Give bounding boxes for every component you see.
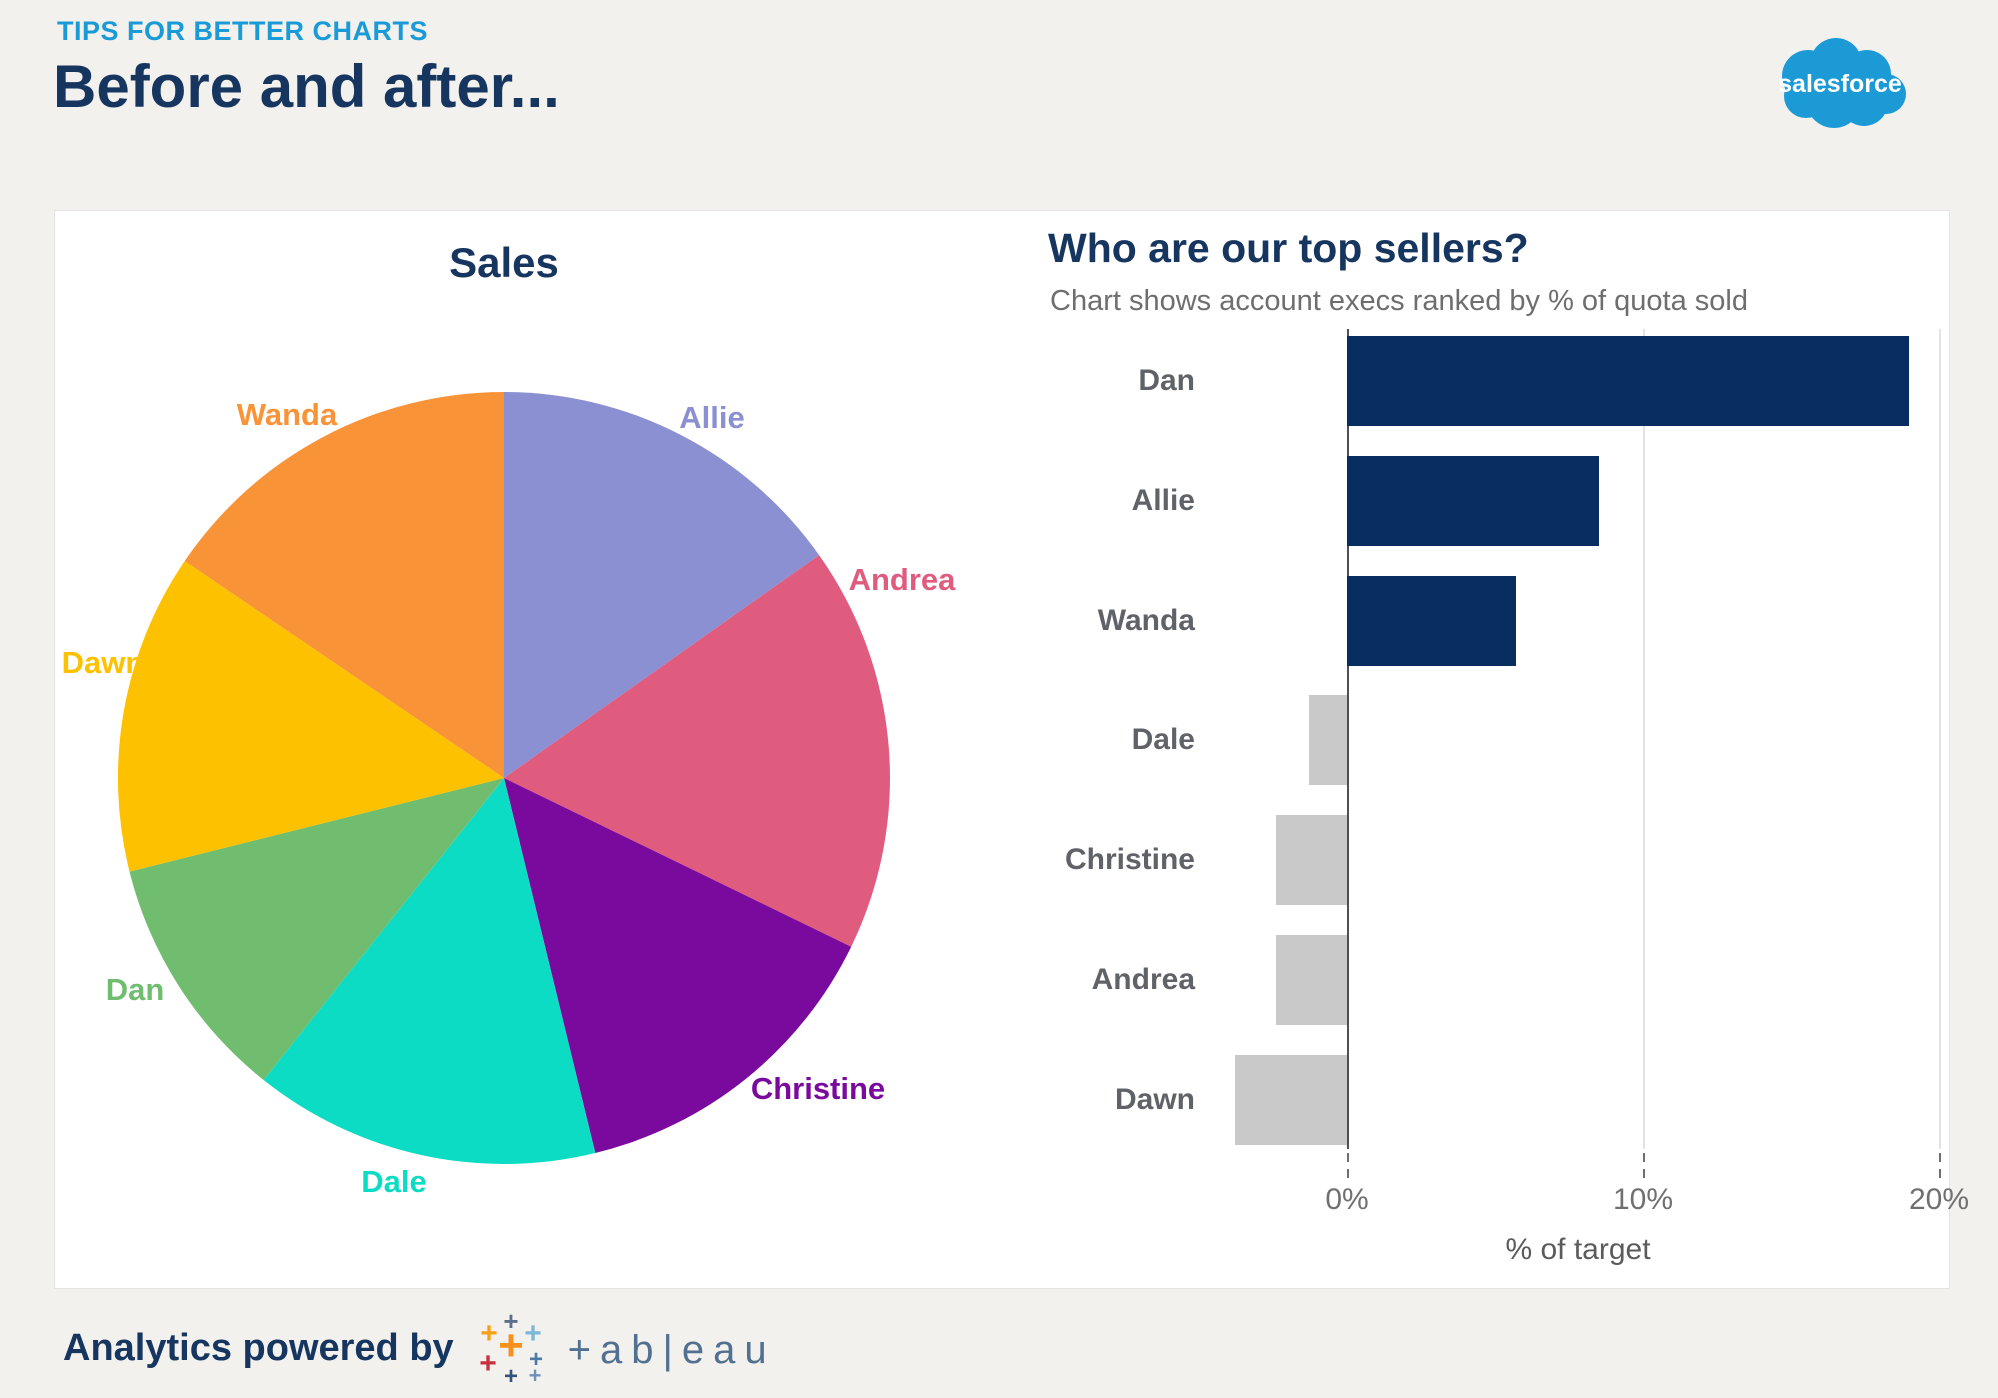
svg-text:+: + (503, 1311, 518, 1336)
bar-chart-subtitle: Chart shows account execs ranked by % of… (1050, 285, 1748, 317)
pie-slice-wanda[interactable] (184, 392, 504, 778)
pie-slice-dan[interactable] (129, 778, 505, 1080)
pie-slice-andrea[interactable] (504, 555, 890, 947)
tableau-wordmark: +ab|eau (567, 1328, 776, 1372)
pie-slice-label-wanda: Wanda (236, 397, 338, 432)
pie-slice-label-andrea: Andrea (848, 562, 956, 597)
svg-text:+: + (528, 1363, 541, 1385)
bar-row-label-andrea: Andrea (1091, 963, 1195, 996)
bar-row-label-christine: Christine (1064, 843, 1195, 877)
gridline-20% (1939, 329, 1941, 1149)
bar-row-label-allie: Allie (1131, 483, 1195, 517)
bar-dan[interactable] (1347, 336, 1910, 426)
eyebrow-text: TIPS FOR BETTER CHARTS (57, 16, 429, 46)
footer-text: Analytics powered by (63, 1326, 454, 1369)
bar-chart-title: Who are our top sellers? (1048, 225, 1529, 271)
axis-zero-line (1347, 329, 1349, 1149)
salesforce-logo-text: salesforce (1778, 70, 1902, 98)
charts-card: Sales Allie Andrea Christine Dale Dan Dawn Wan… (55, 211, 1969, 1288)
x-axis-title: % of target (1505, 1233, 1651, 1266)
bar-christine[interactable] (1275, 815, 1347, 906)
pie-slice-label-allie: Allie (679, 400, 745, 435)
bar-allie[interactable] (1347, 455, 1599, 546)
svg-text:+: + (529, 1346, 543, 1373)
pie-slice-label-dawn: Dawn (61, 645, 145, 680)
axis-tick-label-0%: 0% (1325, 1183, 1369, 1216)
svg-text:+: + (504, 1363, 518, 1385)
pie-chart (117, 392, 890, 1164)
svg-text:+: + (479, 1347, 497, 1380)
gridline-10% (1643, 329, 1645, 1149)
axis-tick-label-20%: 20% (1908, 1183, 1970, 1216)
pie-slice-dawn[interactable] (117, 561, 504, 872)
salesforce-logo: salesforce (1778, 38, 1906, 128)
pie-slice-allie[interactable] (504, 392, 820, 778)
pie-slice-dale[interactable] (263, 778, 596, 1164)
bar-andrea[interactable] (1275, 935, 1347, 1025)
bar-row-label-dan: Dan (1138, 364, 1195, 397)
svg-text:+: + (524, 1317, 542, 1350)
axis-tick-0% (1347, 1153, 1349, 1179)
pie-slice-label-dan: Dan (105, 972, 165, 1007)
pie-slice-christine[interactable] (504, 778, 852, 1153)
pie-slice-label-christine: Christine (750, 1071, 886, 1106)
pie-chart-title: Sales (449, 239, 559, 286)
axis-tick-20% (1939, 1153, 1941, 1179)
svg-text:+: + (498, 1321, 524, 1370)
bar-row-label-dale: Dale (1131, 723, 1195, 757)
page-title: Before and after... (53, 53, 560, 120)
bar-dale[interactable] (1308, 695, 1347, 786)
bar-row-label-wanda: Wanda (1097, 603, 1195, 637)
svg-text:+: + (480, 1317, 498, 1350)
axis-tick-10% (1643, 1153, 1645, 1179)
bar-row-label-dawn: Dawn (1114, 1082, 1195, 1116)
tableau-logo-glyph: + + + + + + + + (479, 1311, 543, 1385)
bar-wanda[interactable] (1347, 575, 1516, 666)
pie-slice-label-dale: Dale (361, 1164, 427, 1199)
axis-tick-label-10%: 10% (1612, 1183, 1674, 1216)
bar-dawn[interactable] (1234, 1054, 1347, 1145)
footer: Analytics powered by + + + + + + + + +ab… (63, 1310, 776, 1386)
